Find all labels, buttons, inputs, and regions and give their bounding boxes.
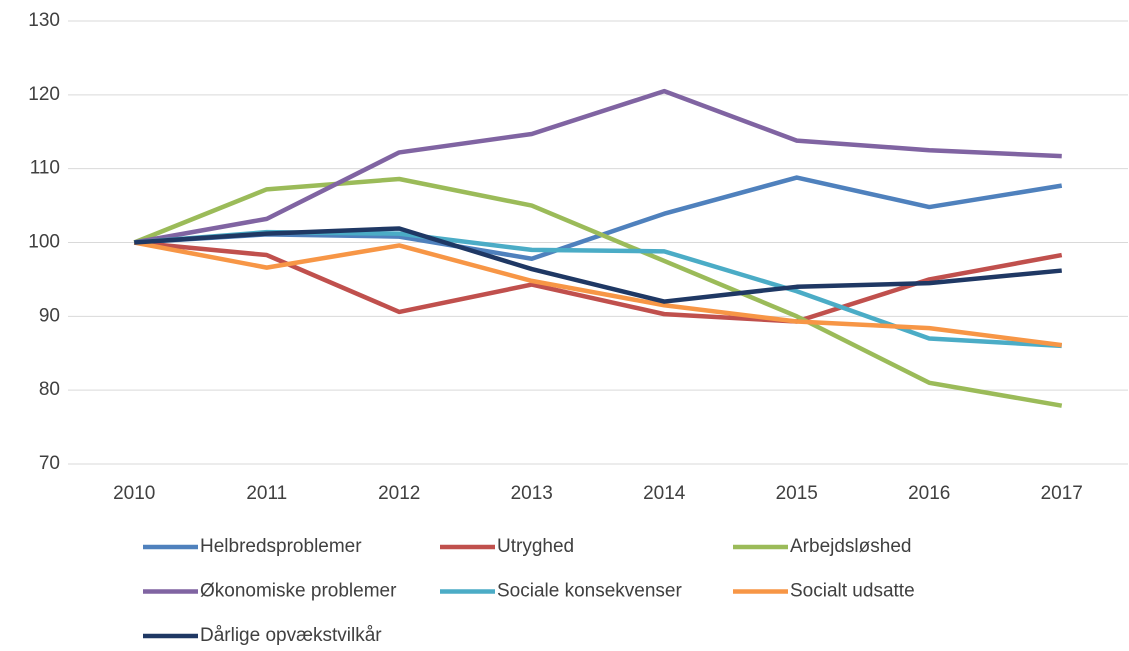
x-tick-label: 2016 <box>908 483 950 504</box>
legend-label: Sociale konsekvenser <box>497 581 682 602</box>
y-tick-label: 100 <box>28 232 60 253</box>
x-tick-label: 2017 <box>1041 483 1083 504</box>
x-tick-label: 2012 <box>378 483 420 504</box>
legend-label: Økonomiske problemer <box>200 581 397 602</box>
y-tick-label: 90 <box>39 305 60 326</box>
x-tick-label: 2014 <box>643 483 686 504</box>
series-line <box>133 176 1063 408</box>
x-tick-label: 2010 <box>113 483 155 504</box>
legend-label: Helbredsproblemer <box>200 536 362 557</box>
y-tick-label: 120 <box>28 84 60 105</box>
x-tick-label: 2011 <box>246 483 287 504</box>
legend-label: Arbejdsløshed <box>790 536 911 557</box>
y-tick-label: 70 <box>39 453 60 474</box>
legend-label: Dårlige opvækstvilkår <box>200 625 382 646</box>
x-tick-label: 2013 <box>511 483 553 504</box>
y-tick-label: 80 <box>39 379 60 400</box>
series-line <box>134 226 1062 304</box>
legend-label: Utryghed <box>497 536 574 557</box>
x-tick-label: 2015 <box>776 483 818 504</box>
y-tick-label: 130 <box>28 10 60 31</box>
y-tick-label: 110 <box>30 158 60 179</box>
legend-label: Socialt udsatte <box>790 581 915 602</box>
series-line <box>133 88 1062 245</box>
series-line <box>133 240 1063 348</box>
